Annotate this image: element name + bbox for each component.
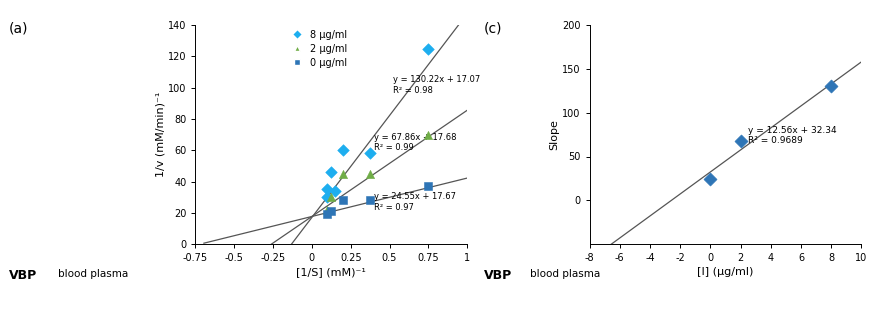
Point [336, 198, 350, 203]
Y-axis label: Slope: Slope [549, 119, 559, 150]
Point [363, 151, 377, 156]
Text: y = 12.56x + 32.34
R² = 0.9689: y = 12.56x + 32.34 R² = 0.9689 [748, 126, 836, 145]
Y-axis label: 1/v (mM/min)⁻¹: 1/v (mM/min)⁻¹ [155, 92, 165, 177]
Text: y = 24.55x + 17.67
R² = 0.97: y = 24.55x + 17.67 R² = 0.97 [374, 192, 456, 212]
Legend: 8 μg/ml, 2 μg/ml, 0 μg/ml: 8 μg/ml, 2 μg/ml, 0 μg/ml [287, 30, 347, 68]
X-axis label: [1/S] (mM)⁻¹: [1/S] (mM)⁻¹ [297, 267, 366, 277]
Point [336, 148, 350, 153]
Point [363, 171, 377, 176]
Point [324, 170, 338, 175]
Text: VBP: VBP [484, 269, 512, 282]
Text: y = 67.86x + 17.68
R² = 0.99: y = 67.86x + 17.68 R² = 0.99 [374, 133, 456, 152]
Point [421, 132, 435, 137]
Point [421, 184, 435, 189]
Point [321, 207, 335, 212]
Point [336, 171, 350, 176]
Point [321, 187, 335, 192]
Point [703, 176, 718, 181]
Text: blood plasma: blood plasma [58, 269, 128, 279]
Text: y = 130.22x + 17.07
R² = 0.98: y = 130.22x + 17.07 R² = 0.98 [392, 75, 480, 95]
Point [824, 84, 838, 89]
X-axis label: [I] (μg/ml): [I] (μg/ml) [697, 267, 754, 277]
Point [733, 138, 748, 143]
Text: VBP: VBP [9, 269, 37, 282]
Point [321, 195, 335, 200]
Point [324, 195, 338, 200]
Point [321, 212, 335, 217]
Text: blood plasma: blood plasma [530, 269, 600, 279]
Text: (c): (c) [484, 22, 503, 36]
Point [324, 209, 338, 214]
Point [328, 188, 342, 193]
Text: (a): (a) [9, 22, 28, 36]
Point [421, 46, 435, 51]
Point [363, 198, 377, 203]
